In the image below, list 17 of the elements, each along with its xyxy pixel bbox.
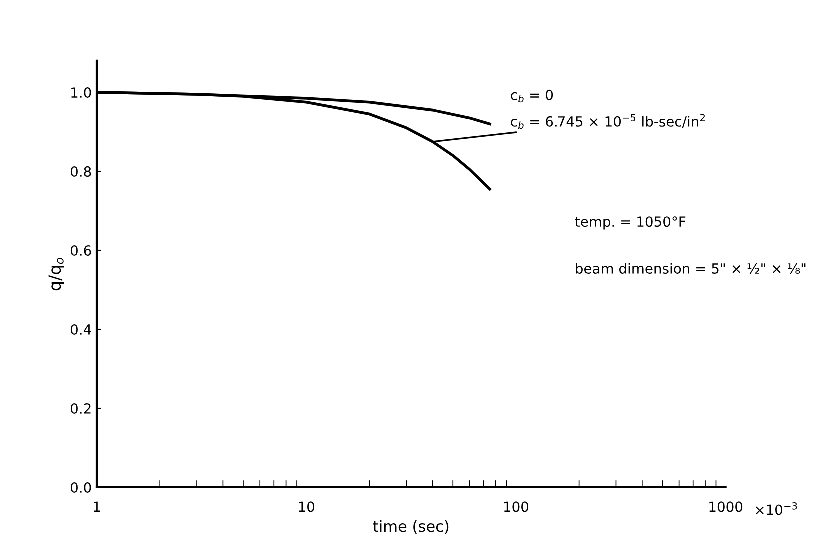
x-tick-label: 1000 xyxy=(710,502,743,512)
text: ×10$^{−3}$ xyxy=(756,502,798,516)
y-tick-label: 0.0 xyxy=(70,482,92,493)
x-tick-label: 1 xyxy=(94,502,100,512)
x-tick-label: 100 xyxy=(504,502,529,512)
annotation: temp. = 1050°F xyxy=(575,216,686,230)
y-tick-label: 0.8 xyxy=(70,166,92,178)
annotation: beam dimension = 5" × ½" × ⅛" xyxy=(576,263,806,274)
text: c$_{b}$ = 6.745 × 10$^{−5}$ lb-sec/in$^{2}$ xyxy=(511,114,705,130)
text: c$_{b}$ = 0 xyxy=(511,90,554,103)
y-tick-label: 1.0 xyxy=(72,88,92,98)
y-tick-label: 0.6 xyxy=(70,246,92,256)
y-tick-label: 0.4 xyxy=(70,324,92,335)
y-axis-title: q/q$_{o}$ xyxy=(48,258,64,291)
y-tick-label: 0.2 xyxy=(70,403,91,414)
x-axis-title: time (sec) xyxy=(373,520,449,534)
x-tick-label: 10 xyxy=(299,502,315,512)
